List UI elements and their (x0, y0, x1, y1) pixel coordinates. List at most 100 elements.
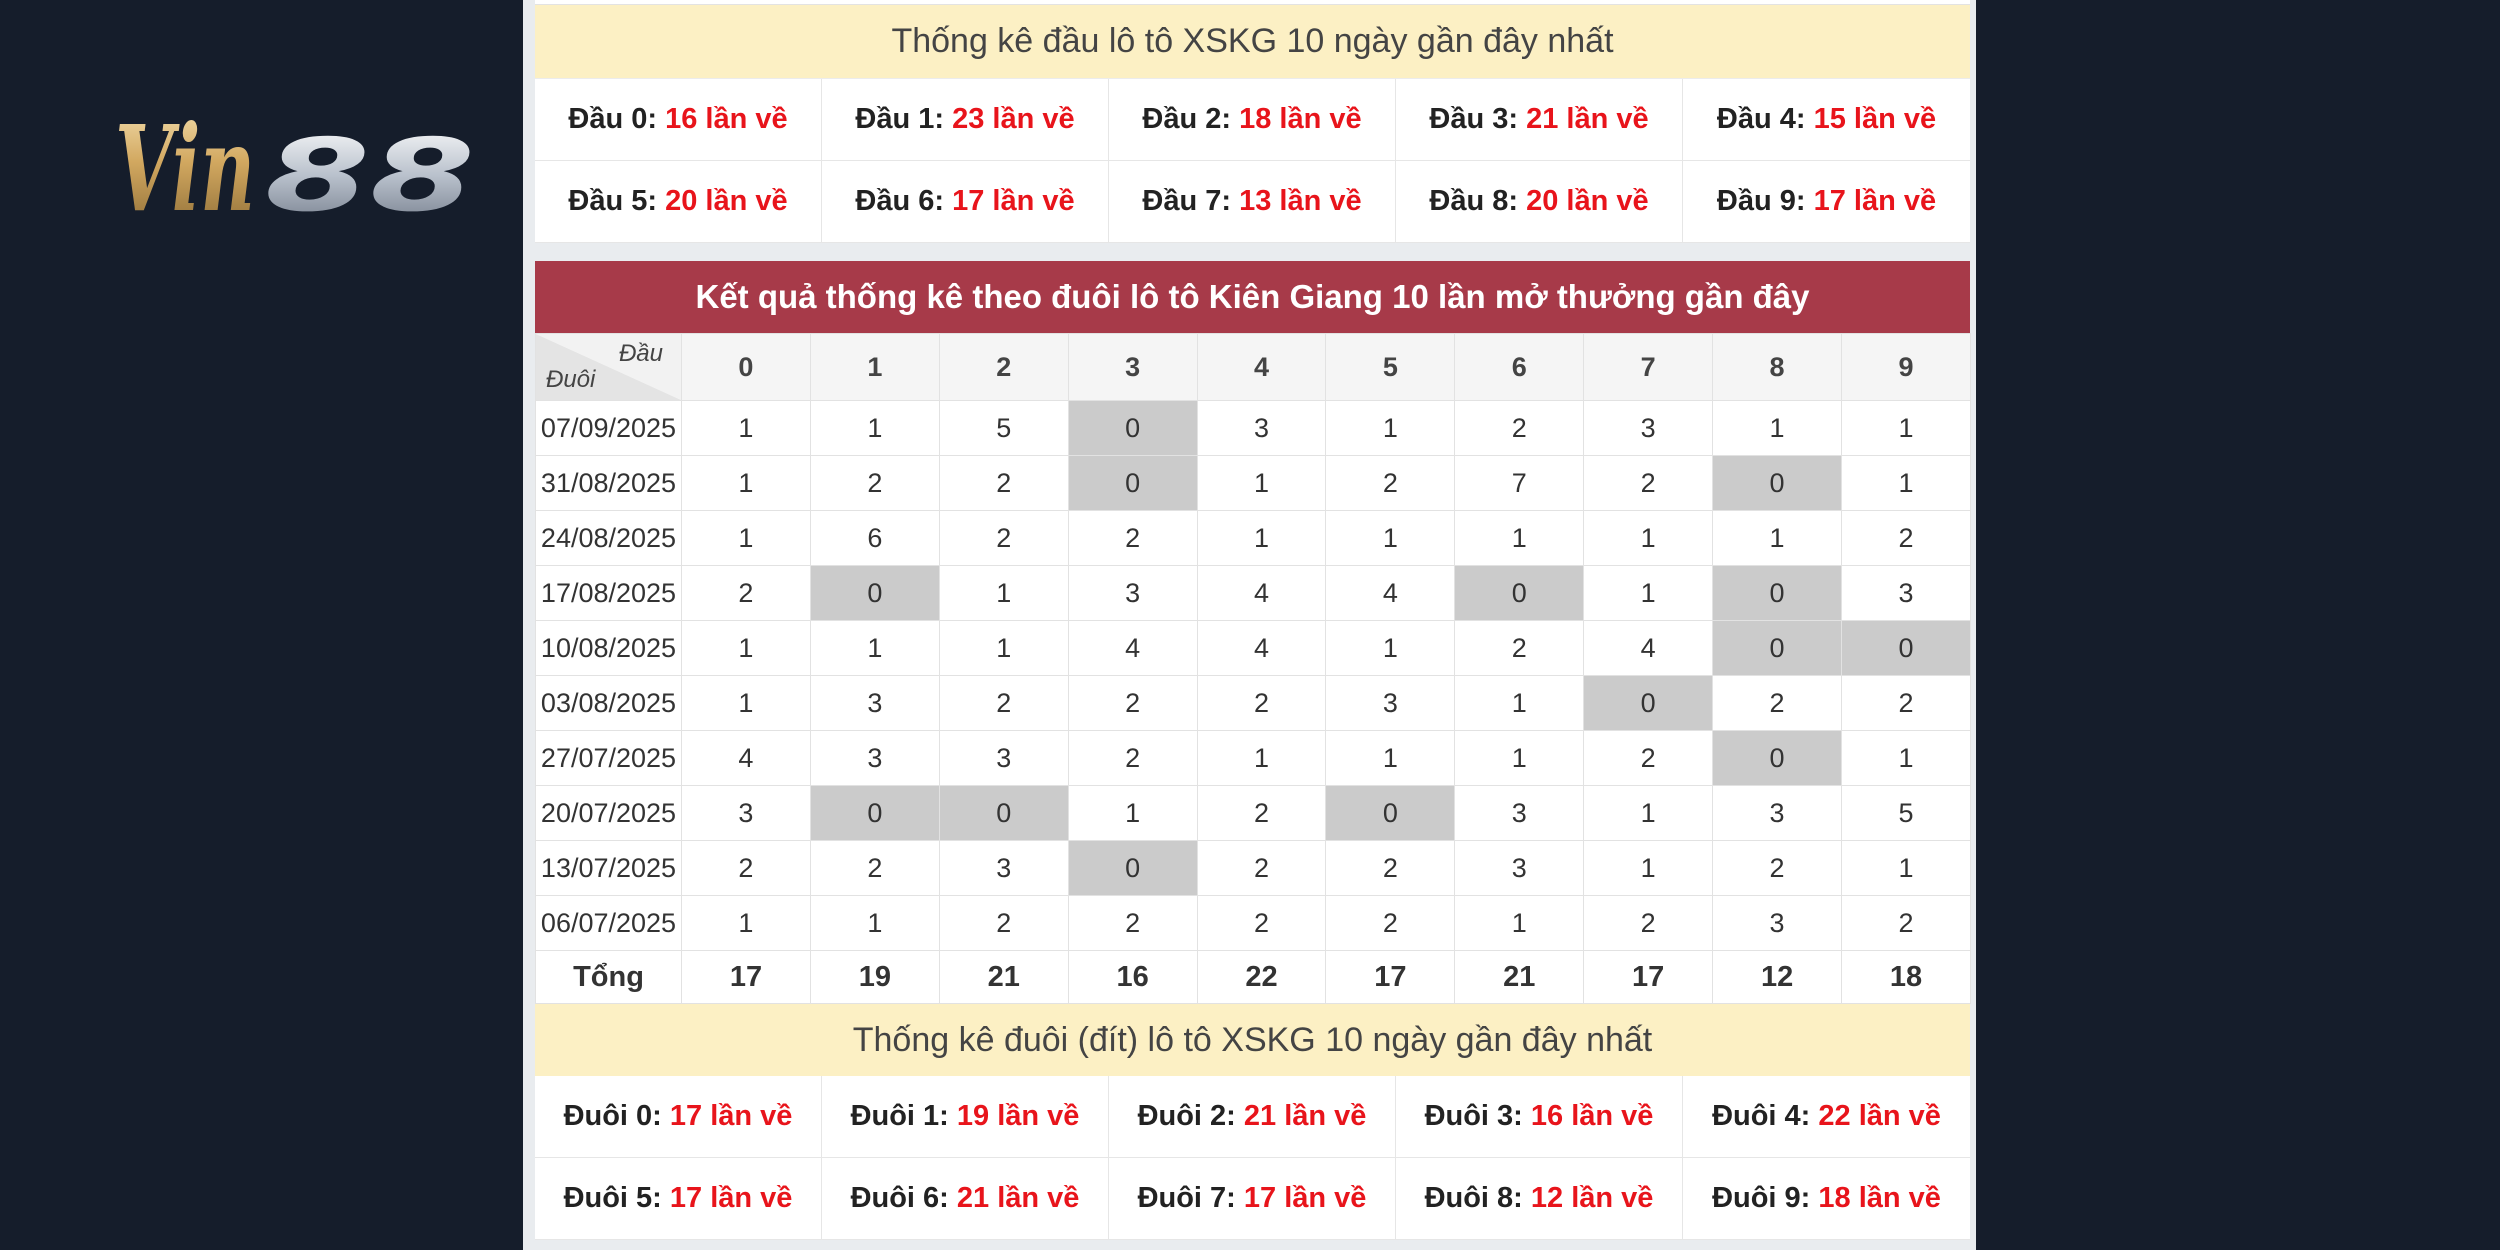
row-date: 10/08/2025 (535, 620, 682, 676)
table-cell: 1 (1583, 840, 1714, 896)
table-cell: 4 (1067, 620, 1198, 676)
table-row: 27/07/2025 4 3 3 2 1 1 1 2 0 1 (535, 730, 1971, 786)
total-cell: 12 (1712, 950, 1843, 1004)
duoi-stat-label: Đuôi 0: (563, 1100, 670, 1132)
content-inner: Thống kê đầu lô tô XSKG 10 ngày gần đây … (535, 0, 1971, 1240)
row-date: 27/07/2025 (535, 730, 682, 786)
table-cell: 1 (681, 510, 811, 566)
duoi-stat-value: 17 lần về (1243, 1182, 1367, 1214)
table-cell: 3 (1454, 785, 1585, 841)
table-cell: 1 (1325, 400, 1456, 456)
total-cell: 21 (938, 950, 1069, 1004)
duoi-stat-9: Đuôi 9: 18 lần về (1683, 1158, 1970, 1240)
row-date: 20/07/2025 (535, 785, 682, 841)
row-date: 24/08/2025 (535, 510, 682, 566)
duoi-stat-value: 22 lần về (1818, 1100, 1941, 1132)
column-header-6: 6 (1454, 333, 1585, 401)
dau-stat-3: Đầu 3: 21 lần về (1396, 79, 1683, 161)
table-cell: 2 (1196, 840, 1327, 896)
svg-text:88: 88 (265, 117, 475, 234)
duoi-stat-label: Đuôi 9: (1712, 1182, 1819, 1214)
table-cell: 3 (1067, 565, 1198, 621)
table-cell: 1 (1841, 455, 1971, 511)
table-cell: 1 (938, 565, 1069, 621)
table-cell: 0 (938, 785, 1069, 841)
table-cell: 1 (1583, 510, 1714, 566)
duoi-stat-value: 21 lần về (1243, 1100, 1367, 1132)
dau-stat-label: Đầu 1: (855, 103, 953, 135)
table-row: 31/08/2025 1 2 2 0 1 2 7 2 0 1 (535, 455, 1971, 511)
table-cell: 0 (809, 565, 940, 621)
column-header-2: 2 (938, 333, 1069, 401)
table-cell: 0 (1841, 620, 1971, 676)
table-cell: 2 (938, 510, 1069, 566)
table-cell: 1 (1454, 510, 1585, 566)
table-cell: 0 (1712, 730, 1843, 786)
dau-stat-value: 17 lần về (952, 185, 1075, 217)
table-cell: 4 (681, 730, 811, 786)
dau-stat-8: Đầu 8: 20 lần về (1396, 161, 1683, 243)
table-row: 24/08/2025 1 6 2 2 1 1 1 1 1 2 (535, 510, 1971, 566)
table-row: 06/07/2025 1 1 2 2 2 2 1 2 3 2 (535, 895, 1971, 951)
table-cell: 4 (1196, 565, 1327, 621)
table-cell: 1 (1583, 785, 1714, 841)
table-row: 17/08/2025 2 0 1 3 4 4 0 1 0 3 (535, 565, 1971, 621)
dau-stat-value: 17 lần về (1813, 185, 1937, 217)
dau-stats-grid: Đầu 0: 16 lần về Đầu 1: 23 lần về Đầu 2: 1… (535, 79, 1970, 243)
dau-stat-9: Đầu 9: 17 lần về (1683, 161, 1970, 243)
table-cell: 2 (1712, 675, 1843, 731)
dau-stat-label: Đầu 4: (1716, 103, 1814, 135)
total-cell: 21 (1454, 950, 1585, 1004)
duoi-stat-label: Đuôi 3: (1424, 1100, 1531, 1132)
table-cell: 1 (1712, 510, 1843, 566)
duoi-stat-7: Đuôi 7: 17 lần về (1109, 1158, 1396, 1240)
table-cell: 2 (1067, 675, 1198, 731)
table-cell: 3 (809, 675, 940, 731)
table-cell: 2 (1454, 620, 1585, 676)
table-cell: 1 (681, 620, 811, 676)
table-total-row: Tổng 17 19 21 16 22 17 21 17 12 18 (535, 950, 1971, 1004)
table-cell: 2 (1583, 455, 1714, 511)
table-cell: 0 (809, 785, 940, 841)
table-cell: 4 (1325, 565, 1456, 621)
table-cell: 2 (1325, 455, 1456, 511)
table-cell: 3 (1325, 675, 1456, 731)
row-date: 03/08/2025 (535, 675, 682, 731)
table-cell: 3 (1712, 785, 1843, 841)
table-cell: 2 (1196, 785, 1327, 841)
table-cell: 2 (681, 840, 811, 896)
table-cell: 1 (809, 895, 940, 951)
row-date: 06/07/2025 (535, 895, 682, 951)
duoi-stat-value: 16 lần về (1530, 1100, 1654, 1132)
table-row: 20/07/2025 3 0 0 1 2 0 3 1 3 5 (535, 785, 1971, 841)
table-cell: 1 (809, 620, 940, 676)
vin88-logo: Vin 88 (115, 105, 475, 235)
column-header-3: 3 (1067, 333, 1198, 401)
table-cell: 1 (809, 400, 940, 456)
table-cell: 3 (681, 785, 811, 841)
table-cell: 0 (1712, 565, 1843, 621)
duoi-section-title: Thống kê đuôi (đít) lô tô XSKG 10 ngày g… (535, 1004, 1970, 1076)
duoi-stat-label: Đuôi 5: (563, 1182, 670, 1214)
total-cell: 17 (1583, 950, 1714, 1004)
duoi-stat-value: 21 lần về (956, 1182, 1080, 1214)
table-cell: 2 (1067, 730, 1198, 786)
column-header-5: 5 (1325, 333, 1456, 401)
svg-text:Vin: Vin (115, 105, 255, 235)
dau-stat-value: 16 lần về (665, 103, 788, 135)
table-title: Kết quả thống kê theo đuôi lô tô Kiên Gi… (535, 261, 1970, 333)
table-cell: 2 (938, 675, 1069, 731)
table-row: 07/09/2025 1 1 5 0 3 1 2 3 1 1 (535, 400, 1971, 456)
duoi-stat-8: Đuôi 8: 12 lần về (1396, 1158, 1683, 1240)
duoi-stat-5: Đuôi 5: 17 lần về (535, 1158, 822, 1240)
table-cell: 1 (1325, 510, 1456, 566)
column-header-7: 7 (1583, 333, 1714, 401)
duoi-stat-label: Đuôi 1: (850, 1100, 957, 1132)
dau-stat-0: Đầu 0: 16 lần về (535, 79, 822, 161)
duoi-stat-value: 17 lần về (669, 1100, 793, 1132)
duoi-stat-1: Đuôi 1: 19 lần về (822, 1076, 1109, 1158)
column-header-8: 8 (1712, 333, 1843, 401)
duoi-stat-6: Đuôi 6: 21 lần về (822, 1158, 1109, 1240)
duoi-stat-label: Đuôi 8: (1424, 1182, 1531, 1214)
